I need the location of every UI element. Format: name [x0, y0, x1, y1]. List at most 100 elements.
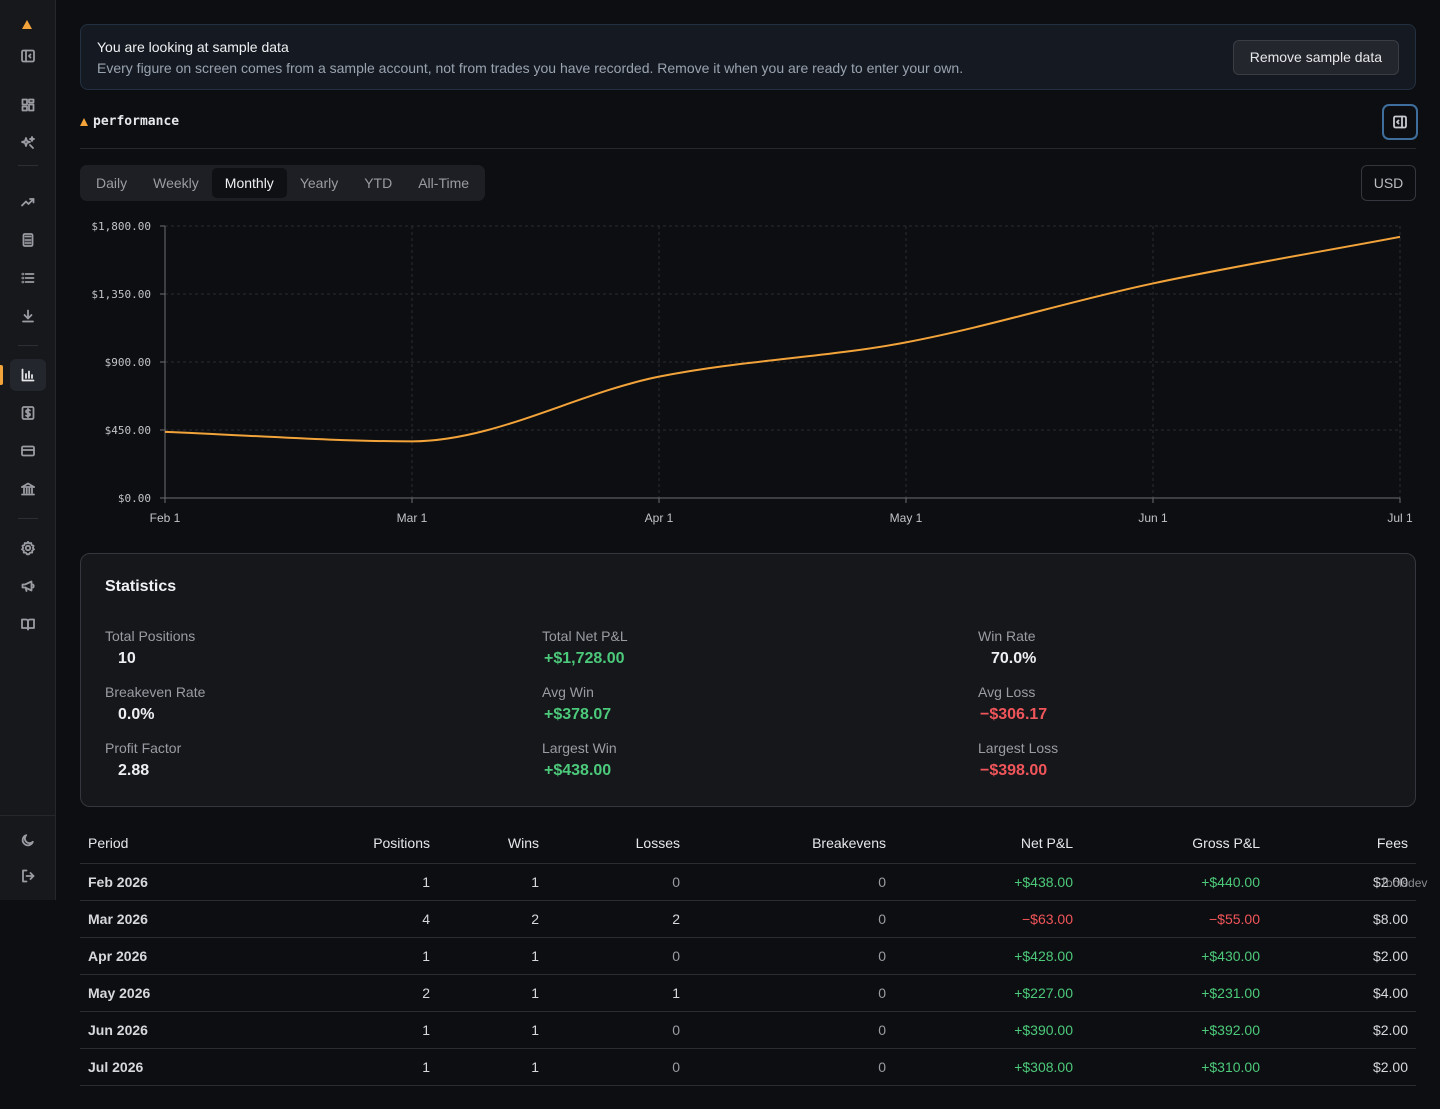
table-cell: 0	[672, 874, 680, 890]
table-cell: −$63.00	[1022, 911, 1073, 927]
table-cell: +$231.00	[1201, 985, 1260, 1001]
tab-daily[interactable]: Daily	[96, 175, 128, 191]
stat-label: Avg Win	[542, 684, 594, 700]
tab-weekly[interactable]: Weekly	[153, 175, 199, 191]
table-cell: 2	[422, 985, 430, 1001]
bar-chart-icon[interactable]	[10, 359, 46, 391]
stat-value: 70.0%	[991, 650, 1037, 667]
table-cell: $2.00	[1372, 874, 1408, 890]
logout-icon[interactable]	[10, 860, 46, 892]
column-header[interactable]: Gross P&L	[1192, 835, 1260, 851]
series-line	[164, 235, 1401, 443]
table-cell: 1	[531, 985, 539, 1001]
stat-value: −$398.00	[980, 762, 1048, 779]
table-cell: 0	[878, 1022, 886, 1038]
table-row[interactable]: Jun 2026 1 1 0 0 +$390.00 +$392.00 $2.00	[80, 1012, 1416, 1049]
table-row[interactable]: Jul 2026 1 1 0 0 +$308.00 +$310.00 $2.00	[80, 1049, 1416, 1086]
column-header[interactable]: Net P&L	[1020, 835, 1073, 851]
bank-icon[interactable]	[10, 473, 46, 505]
table-cell: +$438.00	[1014, 874, 1073, 890]
banner-text: Every figure on screen comes from a samp…	[97, 60, 964, 76]
stat-largest-win: Largest Win +$438.00	[542, 740, 617, 780]
header-divider	[80, 148, 1416, 149]
panel-toggle-button[interactable]	[1382, 104, 1418, 140]
sidebar-toggle-icon[interactable]	[10, 40, 46, 72]
table-cell: 1	[531, 874, 539, 890]
column-header[interactable]: Positions	[373, 835, 430, 851]
stat-total-positions: Total Positions 10	[105, 628, 195, 668]
table-cell: +$227.00	[1014, 985, 1073, 1001]
triangle-icon	[80, 118, 88, 126]
tab-all-time[interactable]: All-Time	[418, 175, 470, 191]
table-cell: 1	[531, 1022, 539, 1038]
remove-sample-data-button[interactable]: Remove sample data	[1232, 40, 1399, 75]
table-header: Period Positions Wins Losses Breakevens Net P…	[80, 823, 1416, 864]
page-title: performance	[93, 114, 180, 129]
statistics-title: Statistics	[105, 578, 177, 595]
active-indicator	[0, 365, 3, 385]
table-row[interactable]: May 2026 2 1 1 0 +$227.00 +$231.00 $4.00	[80, 975, 1416, 1012]
table-row[interactable]: Apr 2026 1 1 0 0 +$428.00 +$430.00 $2.00	[80, 938, 1416, 975]
stat-avg-loss: Avg Loss −$306.17	[978, 684, 1047, 724]
stat-total-net-p-l: Total Net P&L +$1,728.00	[542, 628, 628, 668]
sparkle-icon[interactable]	[10, 127, 46, 159]
table-cell: +$390.00	[1014, 1022, 1073, 1038]
stat-value: 10	[118, 650, 136, 667]
tab-yearly[interactable]: Yearly	[299, 175, 339, 191]
table-cell: 1	[672, 985, 680, 1001]
panel-icon	[1393, 115, 1407, 129]
table-cell: +$308.00	[1014, 1059, 1073, 1075]
table-cell: 0	[878, 911, 886, 927]
table-cell: 0	[878, 874, 886, 890]
trending-icon[interactable]	[10, 186, 46, 218]
stat-value: −$306.17	[980, 706, 1048, 723]
x-tick-label: May 1	[890, 511, 923, 525]
column-header[interactable]: Period	[88, 835, 129, 851]
table-cell: 1	[422, 1059, 430, 1075]
settings-icon[interactable]	[10, 532, 46, 564]
column-header[interactable]: Wins	[507, 835, 539, 851]
y-tick-label: $1,800.00	[91, 220, 151, 233]
table-cell: +$430.00	[1201, 948, 1260, 964]
table-cell: Jul 2026	[88, 1059, 144, 1075]
download-icon[interactable]	[10, 300, 46, 332]
table-cell: 2	[531, 911, 539, 927]
table-cell: $4.00	[1372, 985, 1408, 1001]
tab-ytd[interactable]: YTD	[364, 175, 393, 191]
megaphone-icon[interactable]	[10, 570, 46, 602]
table-row[interactable]: Feb 2026 1 1 0 0 +$438.00 +$440.00 $2.00	[80, 864, 1416, 901]
moon-icon[interactable]	[10, 824, 46, 856]
stat-label: Avg Loss	[978, 684, 1036, 700]
sidebar	[0, 0, 56, 900]
dashboard-icon[interactable]	[10, 89, 46, 121]
table-cell: 1	[531, 948, 539, 964]
x-tick-label: Mar 1	[397, 511, 428, 525]
table-cell: 1	[422, 874, 430, 890]
table-cell: 4	[422, 911, 430, 927]
list-icon[interactable]	[10, 262, 46, 294]
x-tick-label: Apr 1	[645, 511, 674, 525]
stat-label: Total Positions	[105, 628, 196, 644]
stat-label: Breakeven Rate	[105, 684, 206, 700]
stat-profit-factor: Profit Factor 2.88	[105, 740, 181, 780]
tab-monthly[interactable]: Monthly	[211, 168, 287, 198]
table-cell: Feb 2026	[88, 874, 148, 890]
currency-select[interactable]: USD	[1361, 165, 1416, 201]
dollar-icon[interactable]	[10, 397, 46, 429]
statistics-card: Statistics Total Positions 10 Total Net P&…	[80, 553, 1416, 807]
calculator-icon[interactable]	[10, 224, 46, 256]
table-cell: +$310.00	[1201, 1059, 1260, 1075]
table-cell: Jun 2026	[88, 1022, 148, 1038]
column-header[interactable]: Losses	[635, 835, 680, 851]
table-cell: $2.00	[1372, 1059, 1408, 1075]
x-tick-label: Jul 1	[1387, 511, 1413, 525]
book-icon[interactable]	[10, 608, 46, 640]
card-icon[interactable]	[10, 435, 46, 467]
column-header[interactable]: Breakevens	[812, 835, 886, 851]
y-tick-label: $1,350.00	[91, 288, 151, 301]
table-row[interactable]: Mar 2026 4 2 2 0 −$63.00 −$55.00 $8.00	[80, 901, 1416, 938]
table-cell: 0	[672, 1022, 680, 1038]
stat-value: +$378.07	[544, 706, 612, 723]
period-table: Period Positions Wins Losses Breakevens Net P…	[80, 823, 1416, 1086]
column-header[interactable]: Fees	[1376, 835, 1408, 851]
